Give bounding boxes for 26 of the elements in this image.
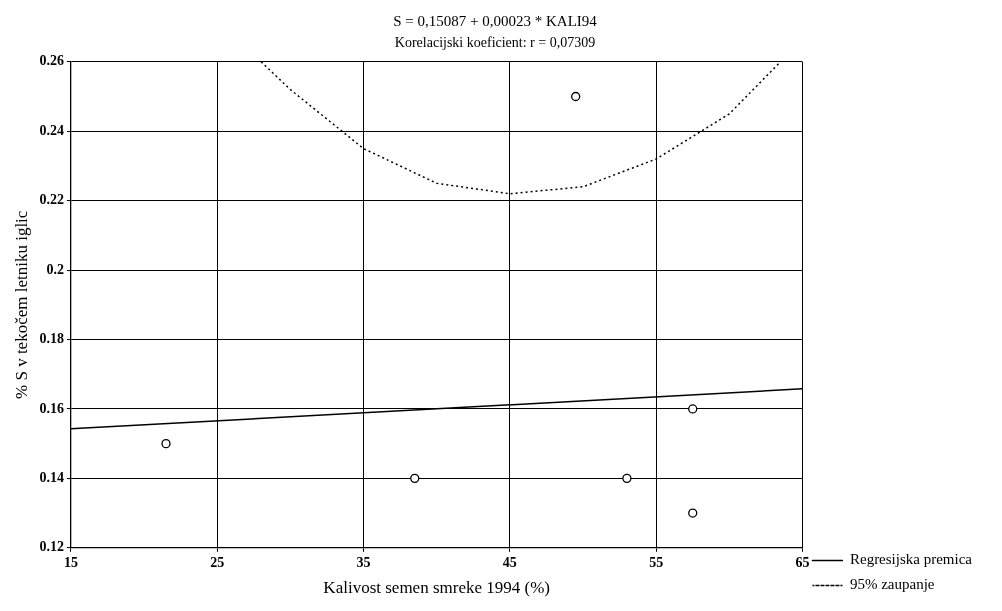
y-tick-label: 0.14 bbox=[39, 469, 64, 485]
x-tick-label: 55 bbox=[649, 554, 664, 570]
chart-title: S = 0,15087 + 0,00023 * KALI94 bbox=[393, 12, 598, 29]
point bbox=[571, 91, 581, 102]
y-tick-label: 0.18 bbox=[39, 331, 64, 347]
y-tick-label: 0.22 bbox=[39, 192, 64, 208]
point bbox=[622, 473, 632, 484]
legend-label: Regresijska premica bbox=[849, 551, 973, 568]
x-tick-label: 25 bbox=[210, 554, 225, 570]
y-tick-label: 0.12 bbox=[39, 539, 64, 555]
chart-subtitle: Korelacijski koeficient: r = 0,07309 bbox=[394, 35, 596, 51]
y-tick-label: 0.24 bbox=[39, 122, 64, 138]
x-tick-label: 45 bbox=[502, 554, 517, 570]
point bbox=[688, 404, 698, 414]
x-tick-label: 35 bbox=[356, 554, 371, 570]
legend-label: 95% zaupanje bbox=[849, 576, 935, 593]
point bbox=[688, 508, 698, 518]
y-tick-label: 0.16 bbox=[39, 400, 64, 416]
point bbox=[410, 473, 420, 484]
x-tick-label: 15 bbox=[63, 554, 78, 570]
x-tick-label: 65 bbox=[795, 554, 810, 570]
point bbox=[161, 439, 171, 449]
y-axis-title: % S v tekočem letniku iglic bbox=[11, 210, 31, 399]
y-tick-label: 0.26 bbox=[39, 53, 64, 69]
x-axis-title: Kalivost semen smreke 1994 (%) bbox=[323, 578, 550, 598]
y-tick-label: 0.2 bbox=[46, 261, 64, 277]
